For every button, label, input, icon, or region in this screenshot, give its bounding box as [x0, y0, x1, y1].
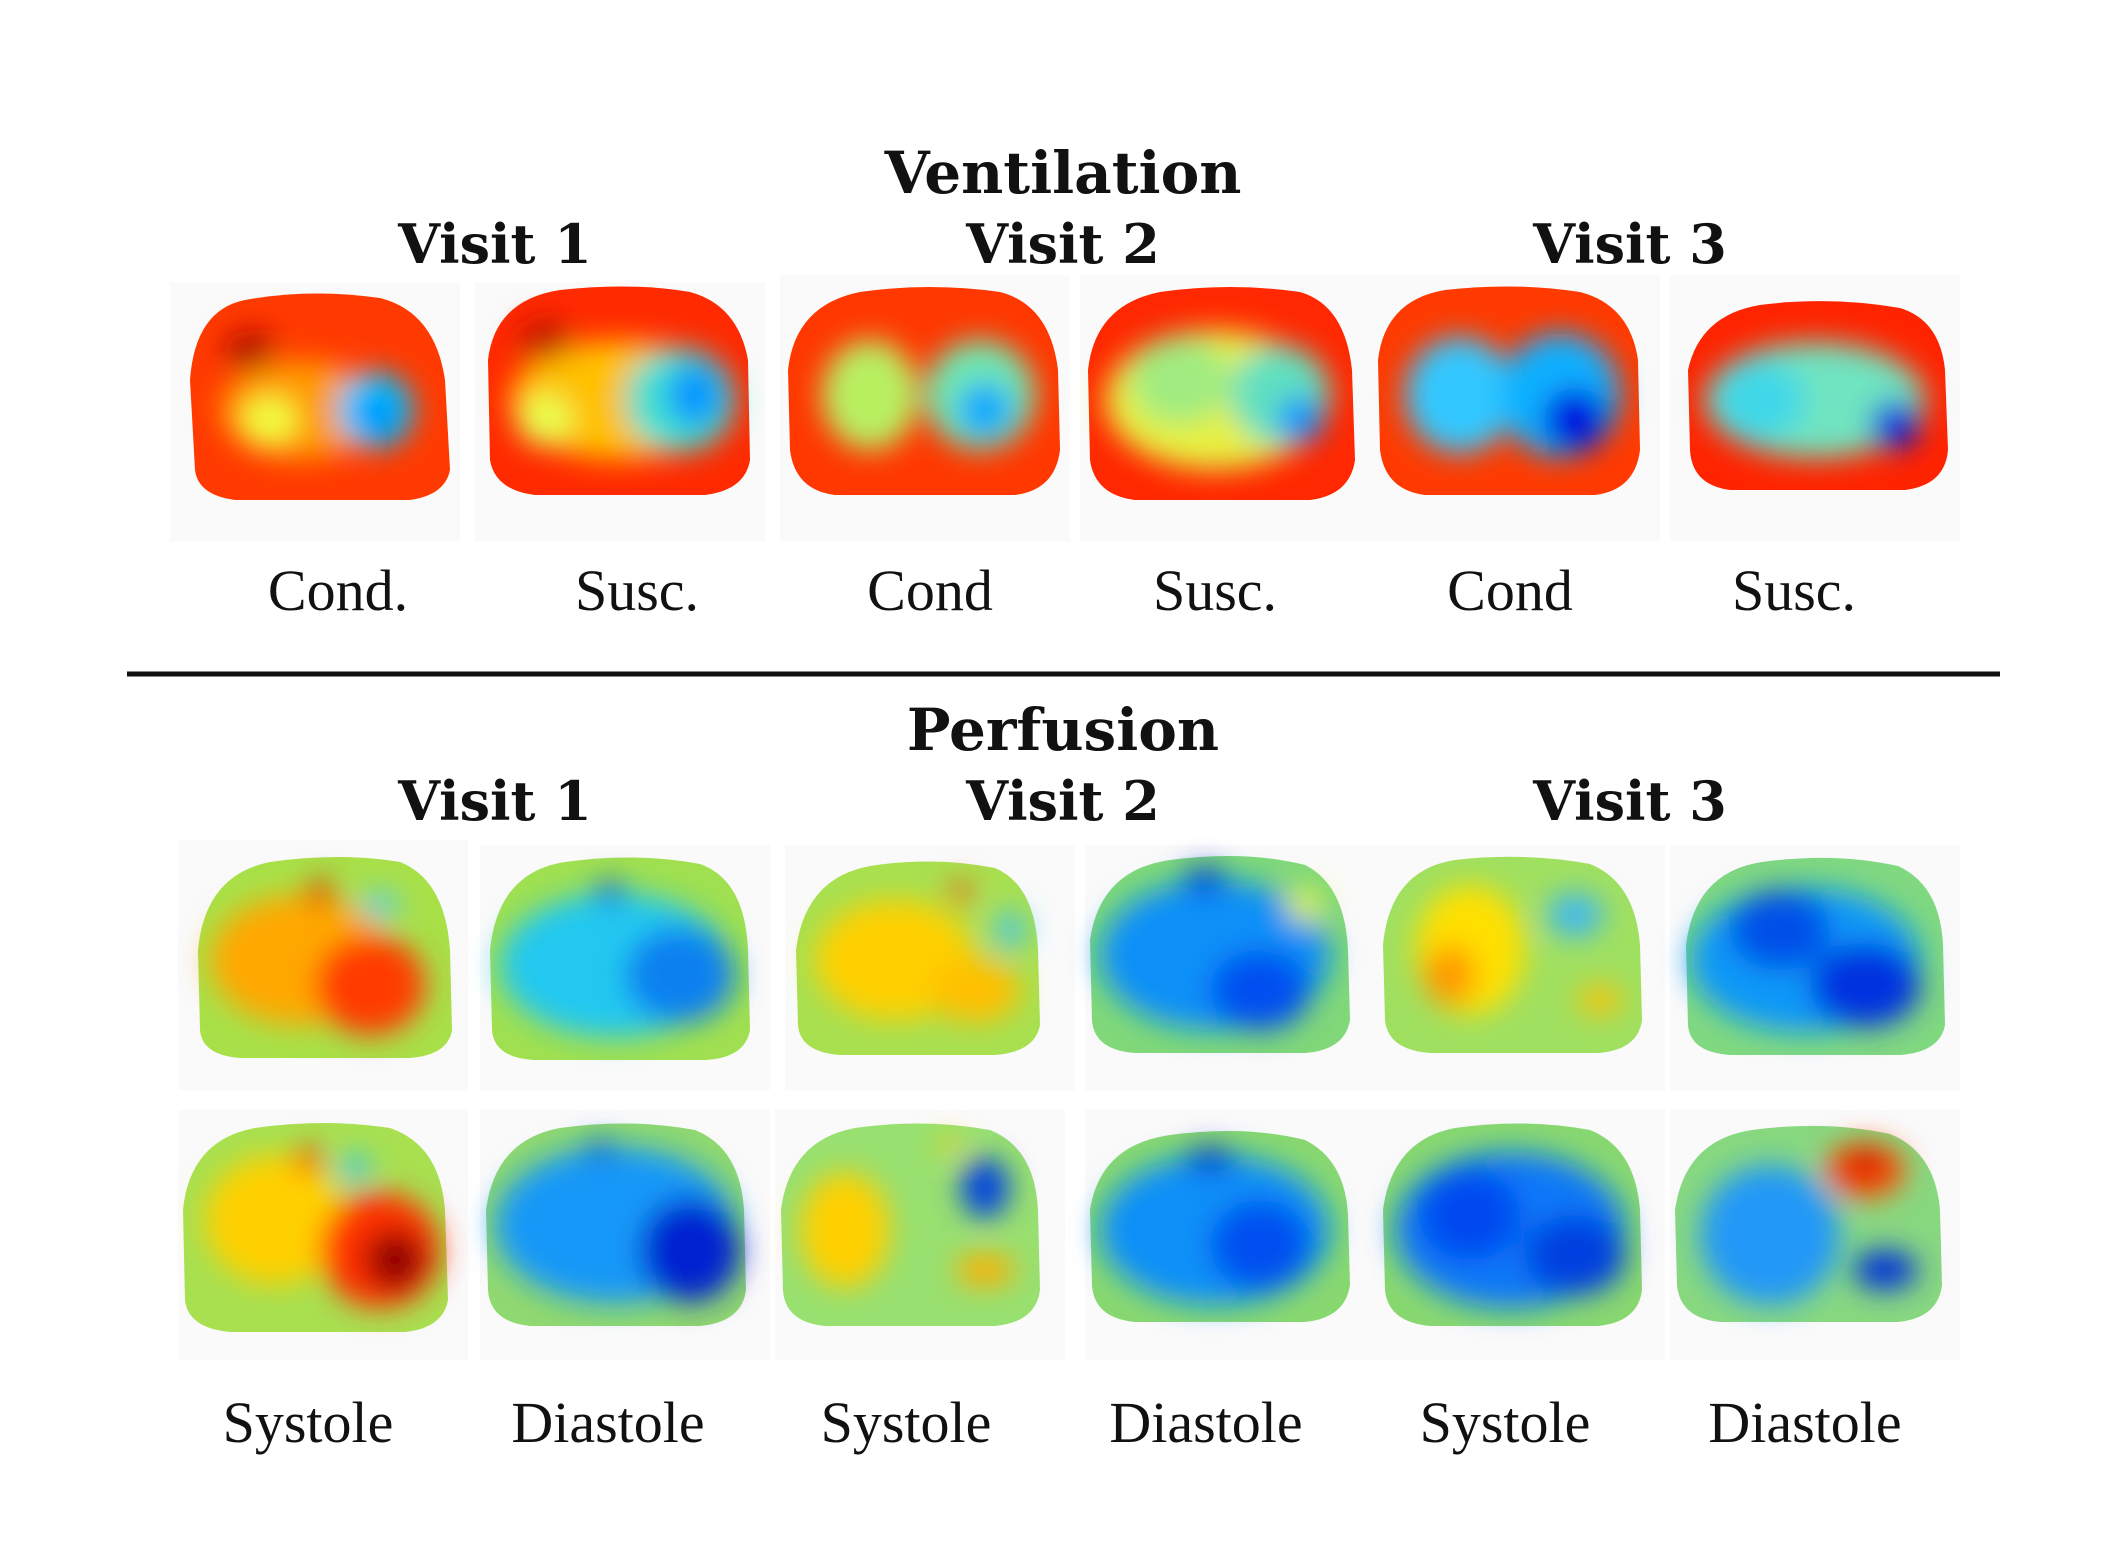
ventilation-title: Ventilation [884, 139, 1242, 207]
ventilation-caption-4: Susc. [1153, 558, 1277, 623]
perfusion-visit-2-diastole-map-row1 [1085, 845, 1375, 1090]
perfusion-title: Perfusion [907, 696, 1219, 764]
perfusion-visit-3-systole-map-row2 [1375, 1110, 1665, 1360]
perfusion-visit-1-diastole-map-row1 [480, 845, 770, 1090]
perfusion-visit-2-systole-map-row2 [775, 1110, 1065, 1360]
perfusion-visit-2-systole-map-row1 [785, 845, 1075, 1090]
perfusion-caption-2: Diastole [511, 1390, 704, 1455]
ventilation-visit-1-label: Visit 1 [397, 212, 592, 276]
ventilation-visit-2-susc-map [1080, 275, 1370, 542]
ventilation-visit-2-cond-map [780, 275, 1070, 542]
perfusion-visit-3-diastole-map-row2 [1670, 1110, 1960, 1360]
ventilation-caption-5: Cond [1447, 558, 1573, 623]
ventilation-visit-3-label: Visit 3 [1532, 212, 1727, 276]
ventilation-visit-1-cond-map [170, 282, 460, 542]
perfusion-visit-1-systole-map-row2 [178, 1110, 468, 1360]
ventilation-visit-1-susc-map [475, 282, 765, 542]
perfusion-caption-5: Systole [1420, 1390, 1591, 1455]
perfusion-visit-1-diastole-map-row2 [480, 1110, 770, 1360]
ventilation-visit-3-susc-map [1670, 275, 1960, 542]
perfusion-visit-2-diastole-map-row2 [1085, 1110, 1375, 1360]
perfusion-visit-2-label: Visit 2 [965, 769, 1160, 833]
perfusion-visit-3-diastole-map-row1 [1670, 845, 1960, 1090]
perfusion-section: Perfusion Visit 1 Visit 2 Visit 3 [178, 696, 1960, 1455]
ventilation-visit-3-cond-map [1370, 275, 1660, 542]
ventilation-visit-2-label: Visit 2 [965, 212, 1160, 276]
ventilation-section: Ventilation Visit 1 Visit 2 Visit 3 [170, 139, 1960, 623]
ventilation-caption-2: Susc. [575, 558, 699, 623]
perfusion-caption-1: Systole [223, 1390, 394, 1455]
ventilation-caption-1: Cond. [268, 558, 408, 623]
perfusion-caption-3: Systole [821, 1390, 992, 1455]
perfusion-visit-1-systole-map-row1 [178, 840, 468, 1090]
perfusion-visit-3-label: Visit 3 [1532, 769, 1727, 833]
perfusion-caption-4: Diastole [1109, 1390, 1302, 1455]
perfusion-caption-6: Diastole [1708, 1390, 1901, 1455]
perfusion-visit-3-systole-map-row1 [1375, 845, 1665, 1090]
ventilation-caption-3: Cond [867, 558, 993, 623]
perfusion-visit-1-label: Visit 1 [397, 769, 592, 833]
ventilation-caption-6: Susc. [1732, 558, 1856, 623]
